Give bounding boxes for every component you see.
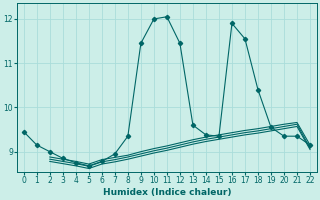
X-axis label: Humidex (Indice chaleur): Humidex (Indice chaleur) <box>103 188 231 197</box>
